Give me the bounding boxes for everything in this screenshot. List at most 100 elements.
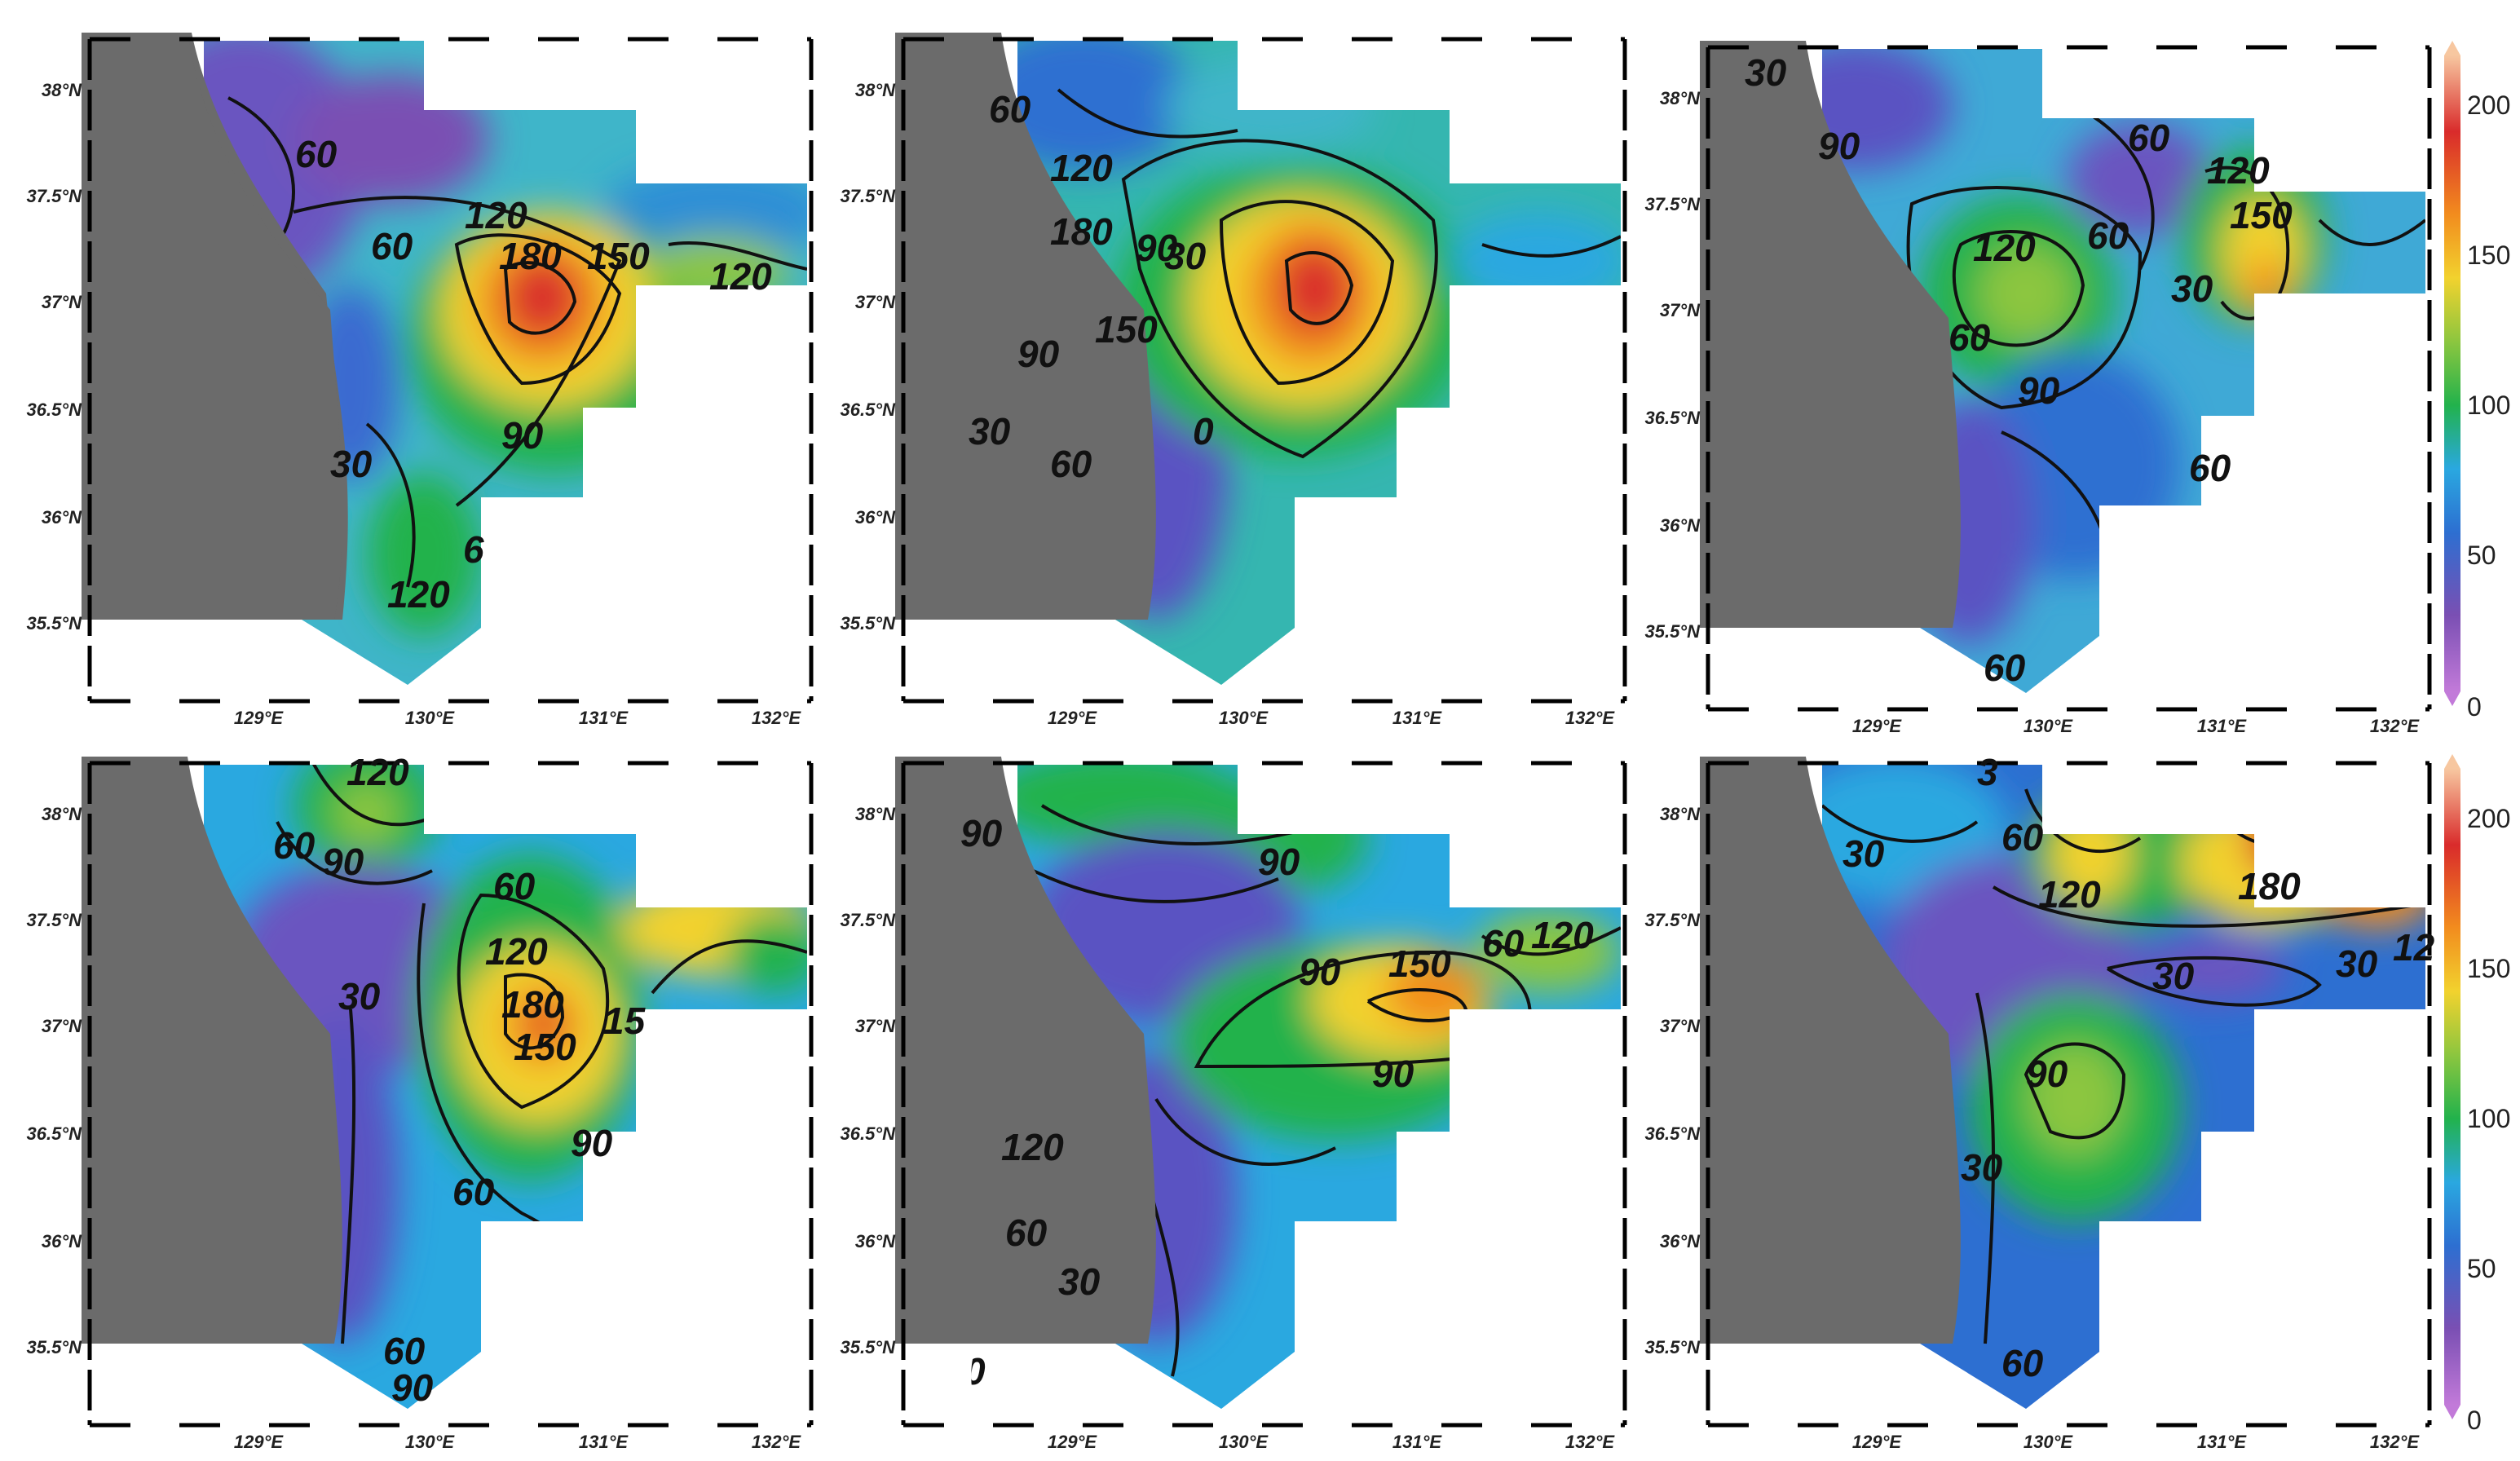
colorbar-tick: 200 bbox=[2467, 804, 2510, 833]
contour-label: 90 bbox=[1136, 227, 1178, 269]
contour-label: 90 bbox=[2018, 369, 2060, 412]
map-panel-2017: 38°N 37.5°N 37°N 36.5°N 36°N 35.5°N 129°… bbox=[814, 0, 1653, 730]
contour-label: 90 bbox=[1258, 841, 1300, 883]
colorbar-tick: 200 bbox=[2467, 90, 2510, 120]
contour-label: 60 bbox=[295, 133, 338, 175]
contour-label: 60 bbox=[1005, 1212, 1048, 1254]
contour-label: 12 bbox=[2393, 926, 2435, 969]
map-panel-2018: 38°N 37.5°N 37°N 36.5°N 36°N 35.5°N 129°… bbox=[1618, 8, 2458, 739]
contour-label: 180 bbox=[2238, 865, 2301, 907]
lat-label: 37.5°N bbox=[26, 186, 82, 206]
lon-label: 131°E bbox=[2197, 716, 2248, 736]
contour-label: 150 bbox=[587, 235, 650, 277]
colorbar-bottom: 0 50 100 150 200 bbox=[2444, 754, 2510, 1435]
lon-label: 132°E bbox=[1565, 1432, 1616, 1452]
contour-label: 120 bbox=[387, 573, 450, 616]
contour-label: 30 bbox=[1058, 1260, 1101, 1303]
contour-label: 6 bbox=[463, 528, 484, 571]
lat-label: 35.5°N bbox=[26, 613, 82, 633]
lat-label: 37.5°N bbox=[840, 910, 896, 930]
lon-label: 131°E bbox=[1392, 1432, 1443, 1452]
lon-label: 131°E bbox=[579, 1432, 629, 1452]
lon-label: 131°E bbox=[579, 708, 629, 728]
map-2020: 38°N 37.5°N 37°N 36.5°N 36°N 35.5°N 129°… bbox=[840, 757, 1627, 1452]
lat-label: 36.5°N bbox=[1644, 1123, 1701, 1144]
contour-label: 120 bbox=[2207, 149, 2270, 192]
contour-label: 90 bbox=[1017, 333, 1060, 375]
lat-label: 36.5°N bbox=[840, 1123, 896, 1144]
contour-label: 60 bbox=[1948, 316, 1991, 359]
lat-label: 37.5°N bbox=[26, 910, 82, 930]
lon-label: 130°E bbox=[405, 1432, 456, 1452]
lon-label: 129°E bbox=[1852, 716, 1903, 736]
year-label: 2020 bbox=[918, 1329, 1088, 1423]
map-panel-2021: 38°N 37.5°N 37°N 36.5°N 36°N 35.5°N 129°… bbox=[1618, 724, 2458, 1454]
contour-label: 60 bbox=[2128, 117, 2170, 159]
lat-label: 37°N bbox=[855, 292, 896, 312]
lat-label: 37.5°N bbox=[1644, 910, 1701, 930]
contour-label: 180 bbox=[499, 235, 562, 277]
lon-label: 132°E bbox=[2370, 1432, 2421, 1452]
contour-label: 120 bbox=[485, 930, 548, 973]
lat-label: 36.5°N bbox=[26, 1123, 82, 1144]
contour-label: 90 bbox=[960, 812, 1003, 854]
lon-label: 130°E bbox=[2024, 1432, 2074, 1452]
contour-label: 15 bbox=[603, 1000, 647, 1042]
contour-label: 60 bbox=[383, 1330, 426, 1372]
lon-label: 130°E bbox=[405, 708, 456, 728]
contour-label: 150 bbox=[1388, 942, 1451, 985]
contour-label: 60 bbox=[273, 824, 316, 867]
lon-label: 129°E bbox=[1852, 1432, 1903, 1452]
contour-label: 60 bbox=[452, 1171, 495, 1213]
lat-label: 38°N bbox=[855, 804, 896, 824]
year-label: 2018 bbox=[1723, 613, 1892, 707]
year-label: 2016 bbox=[104, 605, 274, 699]
lat-label: 38°N bbox=[42, 804, 82, 824]
lat-label: 38°N bbox=[855, 80, 896, 100]
lat-label: 36°N bbox=[1660, 515, 1701, 536]
contour-label: 150 bbox=[1095, 308, 1158, 351]
contour-label: 60 bbox=[2189, 447, 2231, 489]
contour-label: 120 bbox=[465, 194, 527, 236]
lon-label: 129°E bbox=[1048, 1432, 1098, 1452]
lon-label: 129°E bbox=[234, 1432, 285, 1452]
contour-label: 0 bbox=[964, 1350, 986, 1393]
map-2018: 38°N 37.5°N 37°N 36.5°N 36°N 35.5°N 129°… bbox=[1644, 41, 2432, 736]
lat-label: 35.5°N bbox=[1644, 1337, 1701, 1357]
lat-label: 35.5°N bbox=[840, 613, 896, 633]
colorbar-top: 0 50 100 150 200 bbox=[2444, 41, 2510, 722]
contour-label: 30 bbox=[2171, 267, 2213, 310]
lon-label: 131°E bbox=[1392, 708, 1443, 728]
contour-label: 3 bbox=[1977, 751, 1998, 793]
contour-label: 180 bbox=[1050, 210, 1113, 253]
map-panel-2016: 38°N 37.5°N 37°N 36.5°N 36°N 35.5°N 129°… bbox=[0, 0, 840, 730]
lat-label: 37°N bbox=[1660, 1016, 1701, 1036]
map-2017: 38°N 37.5°N 37°N 36.5°N 36°N 35.5°N 129°… bbox=[840, 33, 1627, 728]
contour-label: 120 bbox=[1531, 914, 1594, 956]
lon-label: 129°E bbox=[234, 708, 285, 728]
contour-label: 60 bbox=[2001, 1342, 2044, 1384]
lat-label: 36.5°N bbox=[1644, 408, 1701, 428]
map-2021: 38°N 37.5°N 37°N 36.5°N 36°N 35.5°N 129°… bbox=[1644, 751, 2435, 1452]
contour-label: 90 bbox=[391, 1366, 434, 1409]
contour-label: 120 bbox=[1001, 1126, 1064, 1168]
year-label: 2021 bbox=[1723, 1329, 1892, 1423]
map-panel-2020: 38°N 37.5°N 37°N 36.5°N 36°N 35.5°N 129°… bbox=[814, 724, 1653, 1454]
contour-label: 30 bbox=[1961, 1146, 2003, 1189]
contour-label: 30 bbox=[2336, 942, 2378, 985]
contour-label: 60 bbox=[989, 88, 1031, 130]
lat-label: 36.5°N bbox=[26, 399, 82, 420]
contour-label: 120 bbox=[1050, 147, 1113, 189]
contour-label: 30 bbox=[1843, 832, 1885, 875]
lat-label: 37.5°N bbox=[840, 186, 896, 206]
lon-label: 130°E bbox=[2024, 716, 2074, 736]
lat-label: 38°N bbox=[1660, 804, 1701, 824]
year-label: 2019 bbox=[104, 1329, 274, 1423]
lat-label: 37°N bbox=[855, 1016, 896, 1036]
contour-label: 30 bbox=[2152, 955, 2195, 997]
map-2019: 38°N 37.5°N 37°N 36.5°N 36°N 35.5°N 129°… bbox=[26, 751, 814, 1452]
contour-label: 60 bbox=[2001, 816, 2044, 859]
contour-label: 90 bbox=[1372, 1053, 1414, 1095]
lon-label: 132°E bbox=[1565, 708, 1616, 728]
colorbar-tick: 0 bbox=[2467, 692, 2482, 722]
